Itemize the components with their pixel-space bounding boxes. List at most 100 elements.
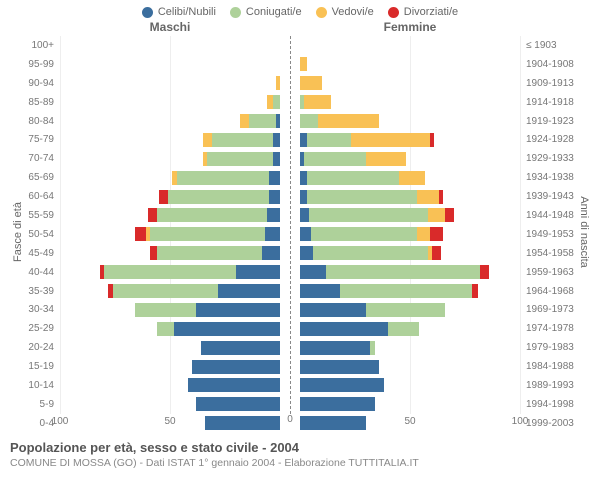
bar-segment — [269, 190, 280, 204]
male-bar — [60, 114, 280, 128]
age-label: 60-64 — [0, 191, 60, 202]
legend-swatch — [142, 7, 153, 18]
bar-segment — [370, 341, 374, 355]
bar-segment — [480, 265, 489, 279]
birth-year-label: 1939-1943 — [520, 191, 600, 202]
female-bar — [300, 397, 520, 411]
age-label: 40-44 — [0, 267, 60, 278]
bar-segment — [300, 322, 388, 336]
legend-item: Coniugati/e — [230, 6, 302, 18]
legend-label: Celibi/Nubili — [158, 6, 216, 18]
bar-segment — [196, 303, 280, 317]
bar-segment — [351, 133, 430, 147]
bar-segment — [472, 284, 479, 298]
chart-area: Fasce di età Anni di nascita 100+≤ 19039… — [0, 36, 600, 434]
legend-item: Vedovi/e — [316, 6, 374, 18]
bar-segment — [300, 360, 379, 374]
birth-year-label: 1994-1998 — [520, 399, 600, 410]
bar-segment — [300, 265, 326, 279]
x-axis: 10050 0 50100 — [60, 414, 520, 434]
age-row: 50-541949-1953 — [0, 225, 600, 244]
female-bar — [300, 208, 520, 222]
female-bar — [300, 57, 520, 71]
bar-segment — [399, 171, 425, 185]
bar-segment — [300, 57, 307, 71]
legend-item: Celibi/Nubili — [142, 6, 216, 18]
bar-segment — [300, 284, 340, 298]
bar-segment — [300, 133, 307, 147]
female-bar — [300, 360, 520, 374]
legend-swatch — [230, 7, 241, 18]
birth-year-label: 1984-1988 — [520, 361, 600, 372]
age-row: 90-941909-1913 — [0, 74, 600, 93]
bar-segment — [439, 190, 443, 204]
birth-year-label: 1949-1953 — [520, 229, 600, 240]
bar-segment — [307, 133, 351, 147]
age-label: 5-9 — [0, 399, 60, 410]
bar-segment — [201, 341, 280, 355]
female-bar — [300, 284, 520, 298]
bar-segment — [207, 152, 273, 166]
x-axis-left: 10050 — [60, 414, 280, 434]
male-title: Maschi — [60, 20, 280, 34]
birth-year-label: 1919-1923 — [520, 116, 600, 127]
bar-segment — [104, 265, 236, 279]
age-label: 100+ — [0, 40, 60, 51]
age-label: 15-19 — [0, 361, 60, 372]
male-bar — [60, 246, 280, 260]
age-label: 75-79 — [0, 134, 60, 145]
age-label: 30-34 — [0, 304, 60, 315]
bar-segment — [300, 227, 311, 241]
bar-segment — [300, 114, 318, 128]
female-bar — [300, 76, 520, 90]
bar-segment — [113, 284, 219, 298]
male-bar — [60, 190, 280, 204]
age-label: 90-94 — [0, 78, 60, 89]
bar-segment — [300, 378, 384, 392]
age-row: 20-241979-1983 — [0, 338, 600, 357]
age-label: 70-74 — [0, 153, 60, 164]
female-bar — [300, 133, 520, 147]
age-row: 5-9 1994-1998 — [0, 395, 600, 414]
bar-segment — [269, 171, 280, 185]
female-bar — [300, 190, 520, 204]
bar-segment — [300, 208, 309, 222]
age-row: 15-19 1984-1988 — [0, 357, 600, 376]
bar-segment — [300, 341, 370, 355]
bar-segment — [417, 227, 430, 241]
legend-label: Coniugati/e — [246, 6, 302, 18]
chart-container: Celibi/NubiliConiugati/eVedovi/eDivorzia… — [0, 0, 600, 500]
male-bar — [60, 133, 280, 147]
age-row: 30-341969-1973 — [0, 300, 600, 319]
birth-year-label: 1929-1933 — [520, 153, 600, 164]
bar-segment — [366, 152, 406, 166]
bar-segment — [445, 208, 454, 222]
male-bar — [60, 322, 280, 336]
male-bar — [60, 227, 280, 241]
female-title: Femmine — [300, 20, 520, 34]
bar-segment — [196, 397, 280, 411]
birth-year-label: 1989-1993 — [520, 380, 600, 391]
age-row: 60-64 1939-1943 — [0, 187, 600, 206]
bar-segment — [300, 303, 366, 317]
bar-segment — [273, 152, 280, 166]
age-row: 100+≤ 1903 — [0, 36, 600, 55]
age-label: 85-89 — [0, 97, 60, 108]
female-bar — [300, 152, 520, 166]
bar-segment — [300, 246, 313, 260]
birth-year-label: 1999-2003 — [520, 418, 600, 429]
bar-segment — [240, 114, 249, 128]
male-bar — [60, 303, 280, 317]
bar-segment — [148, 208, 157, 222]
bar-segment — [326, 265, 480, 279]
male-bar — [60, 57, 280, 71]
bar-segment — [188, 378, 280, 392]
bar-segment — [340, 284, 472, 298]
male-bar — [60, 265, 280, 279]
bar-segment — [428, 208, 446, 222]
x-tick: 100 — [52, 416, 69, 427]
male-bar — [60, 76, 280, 90]
bar-segment — [262, 246, 280, 260]
female-bar — [300, 303, 520, 317]
age-row: 65-691934-1938 — [0, 168, 600, 187]
